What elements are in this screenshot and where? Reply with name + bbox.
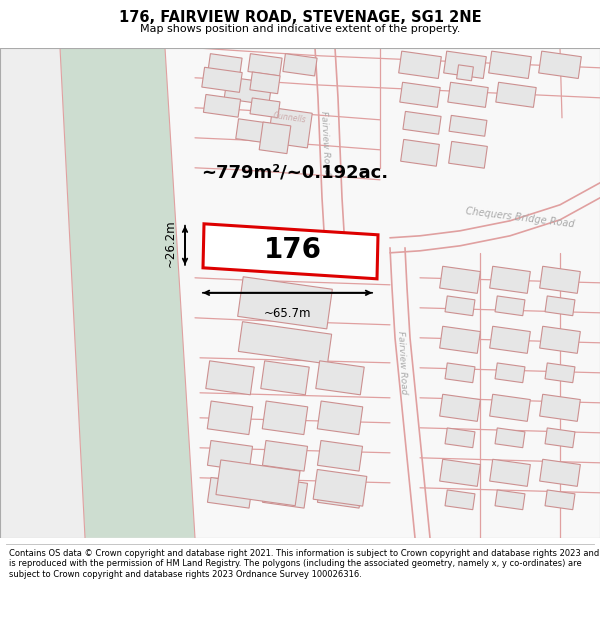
Polygon shape <box>208 54 242 76</box>
Polygon shape <box>539 394 580 421</box>
Polygon shape <box>490 266 530 293</box>
Polygon shape <box>495 363 525 382</box>
Polygon shape <box>262 401 308 434</box>
Text: Fairview Road: Fairview Road <box>396 331 408 395</box>
Polygon shape <box>238 277 332 329</box>
Polygon shape <box>545 363 575 382</box>
Polygon shape <box>317 478 362 508</box>
Polygon shape <box>445 296 475 316</box>
Polygon shape <box>206 361 254 395</box>
Polygon shape <box>262 441 308 471</box>
Polygon shape <box>539 266 580 293</box>
Polygon shape <box>440 326 481 353</box>
Polygon shape <box>539 459 580 486</box>
Polygon shape <box>440 394 481 421</box>
Polygon shape <box>207 401 253 434</box>
Polygon shape <box>316 361 364 395</box>
Polygon shape <box>445 428 475 448</box>
Polygon shape <box>216 460 300 506</box>
Polygon shape <box>261 361 309 395</box>
Text: Gunnells: Gunnells <box>273 111 307 124</box>
Polygon shape <box>539 51 581 79</box>
Polygon shape <box>495 490 525 509</box>
Polygon shape <box>317 441 362 471</box>
Polygon shape <box>224 77 272 105</box>
Text: Fairview Road: Fairview Road <box>319 111 331 175</box>
Polygon shape <box>495 428 525 448</box>
Polygon shape <box>283 54 317 76</box>
Polygon shape <box>268 107 312 148</box>
Polygon shape <box>495 296 525 316</box>
Text: 176, FAIRVIEW ROAD, STEVENAGE, SG1 2NE: 176, FAIRVIEW ROAD, STEVENAGE, SG1 2NE <box>119 10 481 25</box>
Polygon shape <box>317 401 363 434</box>
Polygon shape <box>545 428 575 448</box>
Text: Contains OS data © Crown copyright and database right 2021. This information is : Contains OS data © Crown copyright and d… <box>9 549 599 579</box>
Polygon shape <box>398 51 442 79</box>
Polygon shape <box>401 139 439 166</box>
Polygon shape <box>490 326 530 353</box>
Polygon shape <box>490 394 530 421</box>
Text: Chequers Bridge Road: Chequers Bridge Road <box>465 206 575 229</box>
Polygon shape <box>539 326 580 353</box>
Text: ~779m²/~0.192ac.: ~779m²/~0.192ac. <box>202 164 389 182</box>
Text: ~26.2m: ~26.2m <box>164 219 177 267</box>
Polygon shape <box>440 266 481 293</box>
Polygon shape <box>0 48 85 538</box>
Polygon shape <box>488 51 532 79</box>
Polygon shape <box>238 322 332 364</box>
Polygon shape <box>248 54 282 76</box>
Polygon shape <box>445 363 475 382</box>
Polygon shape <box>545 490 575 509</box>
Polygon shape <box>445 490 475 509</box>
Polygon shape <box>203 94 241 117</box>
Polygon shape <box>202 68 242 92</box>
Polygon shape <box>208 478 253 508</box>
Polygon shape <box>496 82 536 107</box>
Polygon shape <box>208 441 253 471</box>
Text: ~65.7m: ~65.7m <box>264 307 311 320</box>
Text: Map shows position and indicative extent of the property.: Map shows position and indicative extent… <box>140 24 460 34</box>
Polygon shape <box>400 82 440 107</box>
Polygon shape <box>313 469 367 506</box>
Polygon shape <box>60 48 195 538</box>
Polygon shape <box>457 65 473 81</box>
Polygon shape <box>262 478 308 508</box>
Polygon shape <box>259 122 291 154</box>
Polygon shape <box>448 82 488 107</box>
Polygon shape <box>236 119 268 142</box>
Polygon shape <box>545 296 575 316</box>
Polygon shape <box>443 51 487 79</box>
Polygon shape <box>490 459 530 486</box>
Polygon shape <box>250 72 280 94</box>
Polygon shape <box>203 224 378 279</box>
Polygon shape <box>250 98 280 118</box>
Polygon shape <box>403 111 441 134</box>
Polygon shape <box>449 141 487 168</box>
Polygon shape <box>440 459 481 486</box>
Polygon shape <box>449 116 487 136</box>
Text: 176: 176 <box>264 236 322 264</box>
